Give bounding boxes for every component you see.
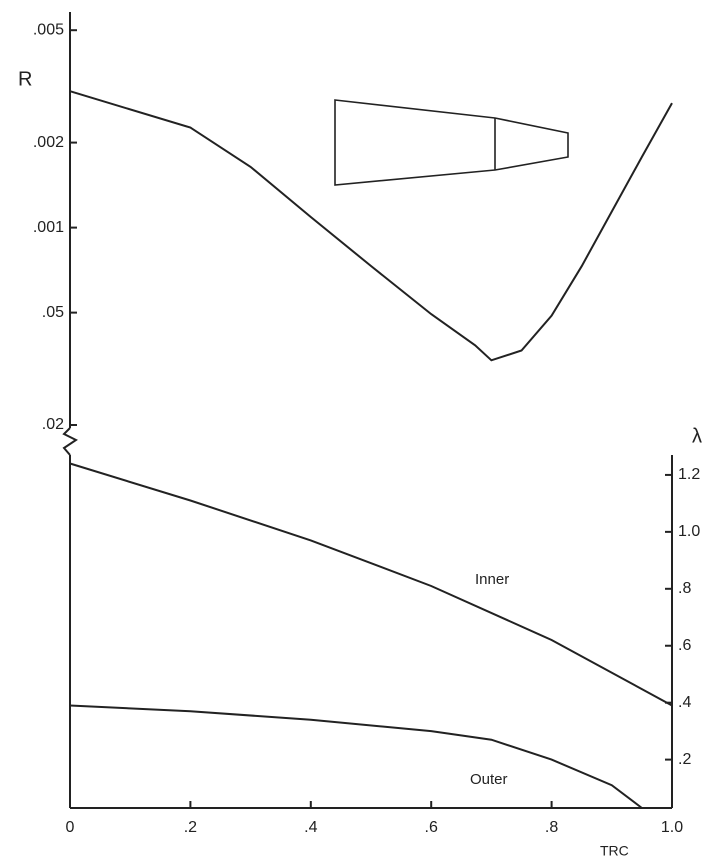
y-tick-label: .002 — [33, 134, 64, 151]
data-line — [69, 704, 643, 809]
y-label: R — [18, 68, 32, 90]
x-tick-label: .8 — [545, 819, 558, 836]
y-tick-label: .02 — [42, 416, 64, 433]
y2-label: λ — [692, 425, 702, 447]
x-tick-label: 0 — [66, 819, 75, 836]
x-tick-label: .6 — [425, 819, 438, 836]
data-line — [69, 462, 673, 707]
x-tick-label: 1.0 — [661, 819, 683, 836]
y-tick-label: .05 — [42, 304, 64, 321]
x-label: TRC — [600, 843, 629, 859]
y-tick-label: .6 — [678, 637, 691, 654]
y-tick-label: 1.2 — [678, 466, 700, 483]
wing-planform — [334, 99, 569, 186]
y-tick-label: .2 — [678, 751, 691, 768]
y-tick-label: .4 — [678, 694, 691, 711]
axis-break — [62, 427, 78, 456]
series-label: Outer — [470, 771, 508, 788]
x-tick-label: .2 — [184, 819, 197, 836]
y-tick-label: .8 — [678, 580, 691, 597]
y-tick-label: .005 — [33, 21, 64, 38]
series-label: Inner — [475, 571, 509, 588]
y-tick-label: 1.0 — [678, 523, 700, 540]
y-tick-label: .001 — [33, 219, 64, 236]
data-line — [69, 90, 673, 362]
x-tick-label: .4 — [304, 819, 317, 836]
